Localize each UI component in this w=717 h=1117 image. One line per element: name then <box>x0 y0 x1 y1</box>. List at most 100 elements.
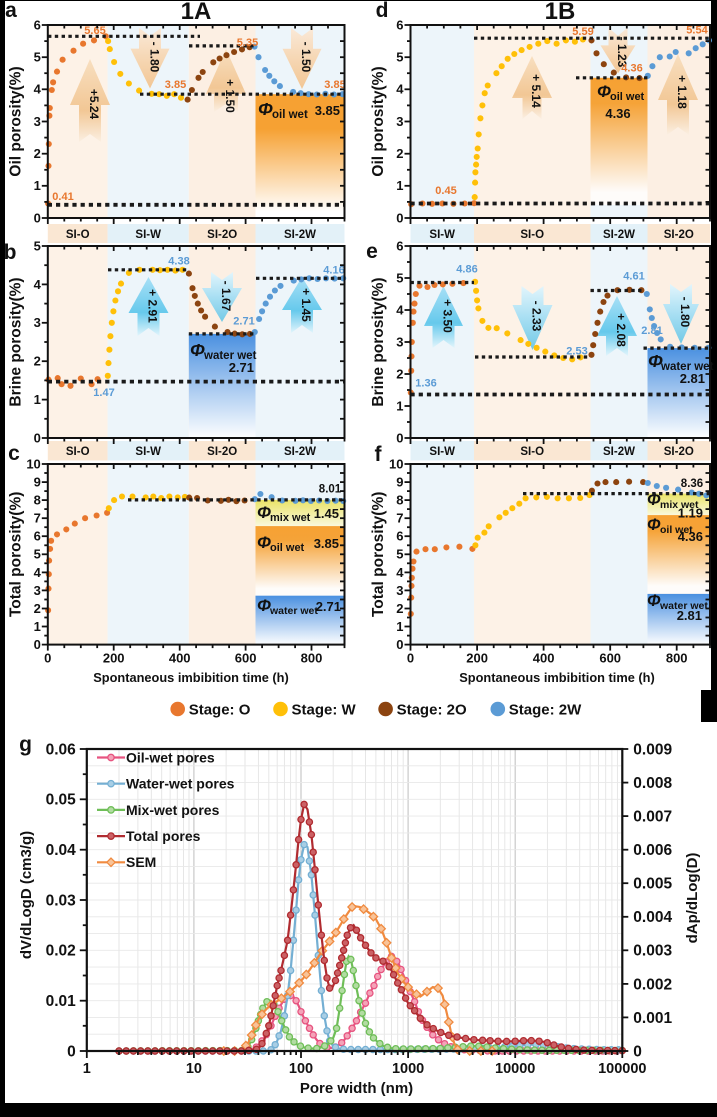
svg-text:SI-W: SI-W <box>135 229 161 241</box>
svg-text:3: 3 <box>396 114 403 129</box>
svg-text:0.008: 0.008 <box>633 775 672 792</box>
svg-text:+ 1.45: + 1.45 <box>299 288 313 322</box>
svg-text:Stage: O: Stage: O <box>189 702 251 719</box>
svg-text:6: 6 <box>396 238 403 253</box>
svg-text:Total pores: Total pores <box>126 828 201 844</box>
svg-text:1: 1 <box>396 178 403 193</box>
svg-text:2: 2 <box>34 146 41 161</box>
svg-text:dAp/dLog(D): dAp/dLog(D) <box>684 853 701 944</box>
svg-text:1: 1 <box>34 178 41 193</box>
svg-text:+5.24: +5.24 <box>87 89 101 120</box>
svg-text:800: 800 <box>666 651 688 666</box>
svg-text:7: 7 <box>34 511 41 526</box>
svg-text:SI-2W: SI-2W <box>284 229 316 241</box>
svg-text:g: g <box>19 733 32 756</box>
svg-text:2.81: 2.81 <box>677 608 702 623</box>
svg-text:Stage: 2O: Stage: 2O <box>397 702 467 719</box>
svg-text:3: 3 <box>396 583 403 598</box>
svg-text:1: 1 <box>396 619 403 634</box>
svg-text:2: 2 <box>34 354 41 369</box>
svg-text:5: 5 <box>396 50 403 65</box>
svg-text:1.47: 1.47 <box>93 387 114 399</box>
svg-text:4: 4 <box>396 565 404 580</box>
svg-text:0.005: 0.005 <box>633 876 672 893</box>
svg-text:oil wet: oil wet <box>272 109 308 121</box>
svg-text:Water-wet pores: Water-wet pores <box>126 776 235 792</box>
svg-text:0.003: 0.003 <box>633 943 672 960</box>
svg-text:1: 1 <box>34 392 41 407</box>
svg-text:400: 400 <box>533 651 555 666</box>
svg-text:8.01: 8.01 <box>319 484 342 496</box>
svg-text:2: 2 <box>396 366 403 381</box>
svg-text:Φ: Φ <box>597 82 611 101</box>
svg-text:1000: 1000 <box>392 1061 424 1077</box>
svg-text:4: 4 <box>34 277 42 292</box>
svg-text:Brine porosity(%): Brine porosity(%) <box>8 277 25 406</box>
svg-text:+ 1.50: + 1.50 <box>223 79 237 113</box>
svg-text:6: 6 <box>396 529 403 544</box>
svg-text:SI-W: SI-W <box>429 446 455 458</box>
svg-text:0.002: 0.002 <box>633 976 672 993</box>
svg-text:0: 0 <box>633 1043 642 1060</box>
svg-text:Stage: W: Stage: W <box>292 702 357 719</box>
svg-text:0: 0 <box>34 430 41 445</box>
svg-text:SI-W: SI-W <box>135 446 161 458</box>
svg-text:10: 10 <box>186 1061 202 1077</box>
svg-text:6: 6 <box>34 529 41 544</box>
svg-text:0: 0 <box>34 637 41 652</box>
svg-text:10000: 10000 <box>495 1061 535 1077</box>
svg-text:0: 0 <box>396 430 403 445</box>
svg-text:4.16: 4.16 <box>323 265 344 277</box>
svg-text:+ 1.18: + 1.18 <box>675 75 689 109</box>
svg-text:100000: 100000 <box>598 1061 646 1077</box>
svg-text:oil wet: oil wet <box>270 542 305 554</box>
svg-text:water wet: water wet <box>203 350 257 362</box>
svg-text:SEM: SEM <box>126 854 156 870</box>
svg-text:oil wet: oil wet <box>660 524 693 536</box>
svg-text:1.36: 1.36 <box>415 378 436 390</box>
svg-text:4.38: 4.38 <box>168 256 189 268</box>
svg-text:4.61: 4.61 <box>623 271 644 283</box>
svg-text:SI-2O: SI-2O <box>207 446 237 458</box>
svg-text:0.01: 0.01 <box>46 993 77 1010</box>
svg-text:3: 3 <box>34 315 41 330</box>
svg-text:6: 6 <box>396 17 403 32</box>
svg-text:1: 1 <box>396 398 403 413</box>
svg-text:mix wet: mix wet <box>660 499 699 511</box>
svg-text:Oil porosity(%): Oil porosity(%) <box>8 66 25 176</box>
svg-text:2: 2 <box>396 146 403 161</box>
svg-text:0: 0 <box>34 210 41 225</box>
svg-text:5: 5 <box>396 547 403 562</box>
svg-text:2.53: 2.53 <box>566 346 587 358</box>
svg-text:Mix-wet pores: Mix-wet pores <box>126 802 220 818</box>
svg-text:+ 5.14: + 5.14 <box>529 74 543 108</box>
svg-text:- 1.67: - 1.67 <box>219 281 233 312</box>
svg-text:SI-2W: SI-2W <box>603 446 635 458</box>
svg-text:Φ: Φ <box>647 491 661 509</box>
svg-text:- 1.23: - 1.23 <box>615 37 629 68</box>
svg-text:- 1.80: - 1.80 <box>678 297 692 328</box>
svg-text:4.36: 4.36 <box>678 529 703 544</box>
svg-text:200: 200 <box>466 651 488 666</box>
svg-text:0.02: 0.02 <box>46 943 76 960</box>
svg-text:3.85: 3.85 <box>165 79 186 91</box>
svg-text:2.71: 2.71 <box>233 316 254 328</box>
svg-text:0: 0 <box>67 1043 76 1060</box>
svg-text:0: 0 <box>396 210 403 225</box>
svg-text:2.71: 2.71 <box>229 360 254 375</box>
svg-text:100: 100 <box>289 1061 313 1077</box>
svg-text:Φ: Φ <box>257 533 271 552</box>
svg-text:0.009: 0.009 <box>633 741 672 758</box>
svg-text:800: 800 <box>301 651 323 666</box>
svg-text:9: 9 <box>396 475 403 490</box>
svg-text:4: 4 <box>34 82 42 97</box>
svg-text:6: 6 <box>34 17 41 32</box>
svg-text:SI-O: SI-O <box>520 446 544 458</box>
svg-text:4: 4 <box>34 565 42 580</box>
svg-text:SI-O: SI-O <box>520 229 544 241</box>
svg-text:1B: 1B <box>545 0 576 25</box>
svg-text:5: 5 <box>396 270 403 285</box>
svg-text:10: 10 <box>26 456 40 471</box>
svg-text:0: 0 <box>407 651 414 666</box>
svg-text:Φ: Φ <box>258 99 273 119</box>
